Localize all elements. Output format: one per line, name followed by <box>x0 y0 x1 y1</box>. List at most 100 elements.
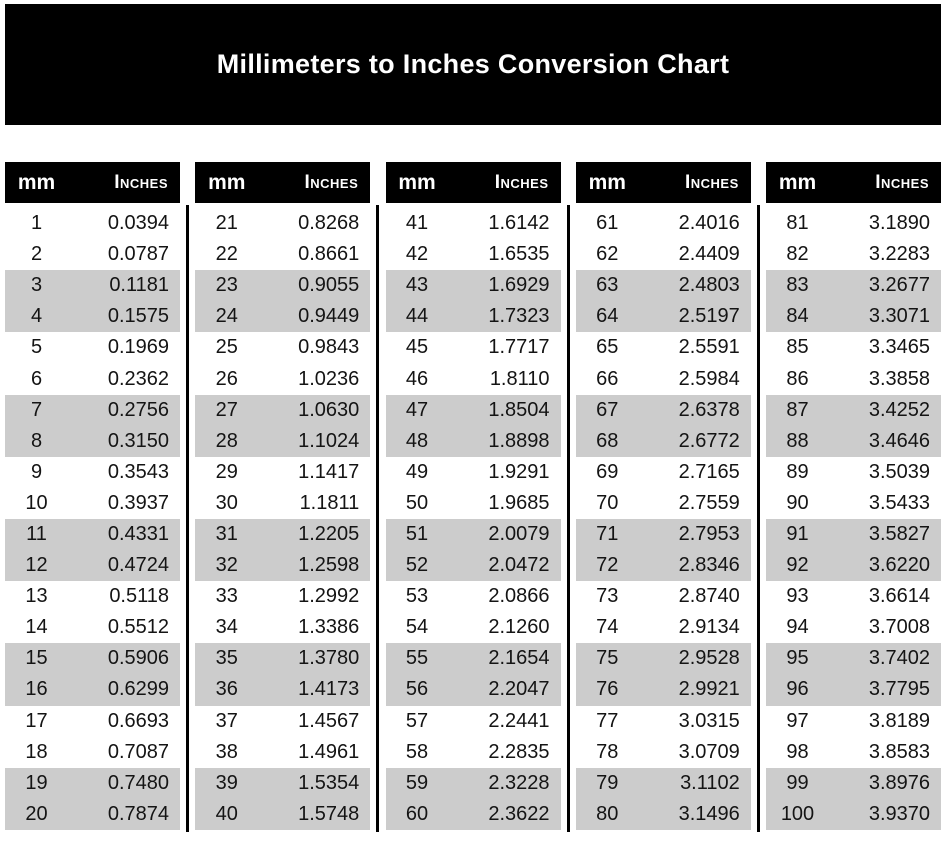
mm-value: 41 <box>405 212 429 235</box>
mm-value: 42 <box>405 243 429 266</box>
inches-value: 0.1181 <box>109 274 169 297</box>
mm-value: 36 <box>215 678 238 701</box>
mm-value: 45 <box>405 336 429 359</box>
inches-value: 0.4724 <box>107 554 169 577</box>
inches-value: 3.9370 <box>868 802 930 825</box>
mm-value: 16 <box>25 678 48 701</box>
inches-value: 2.6772 <box>678 429 740 452</box>
inches-value: 2.7559 <box>678 491 740 514</box>
table-row: 65 2.5591 <box>576 332 751 363</box>
table-row: 53 2.0866 <box>386 581 561 612</box>
mm-value: 38 <box>215 740 238 763</box>
table-row: 28 1.1024 <box>195 425 371 457</box>
mm-value: 21 <box>215 212 238 235</box>
vertical-divider <box>186 205 190 832</box>
inches-value: 0.7480 <box>107 771 169 794</box>
inches-value: 3.7008 <box>868 616 930 639</box>
inches-value: 2.5591 <box>678 336 740 359</box>
mm-column-header: mm <box>208 170 246 194</box>
mm-value: 63 <box>596 274 619 297</box>
inches-value: 3.3465 <box>868 336 930 359</box>
inches-value: 1.6142 <box>488 212 550 235</box>
inches-value: 3.1890 <box>868 212 930 235</box>
mm-value: 39 <box>215 771 238 794</box>
table-body: 81 3.1890 82 3.2283 83 3.2677 84 3.3071 85 3.3465… <box>766 208 941 830</box>
inches-value: 2.0472 <box>488 554 550 577</box>
mm-value: 87 <box>786 398 809 421</box>
table-row: 45 1.7717 <box>386 332 561 363</box>
table-row: 4 0.1575 <box>5 301 180 333</box>
inches-value: 0.7087 <box>107 740 169 763</box>
inches-value: 0.0787 <box>107 243 169 266</box>
mm-value: 35 <box>215 647 238 670</box>
table-row: 83 3.2677 <box>766 270 941 302</box>
inches-value: 1.6929 <box>488 274 550 297</box>
inches-value: 3.5827 <box>868 522 930 545</box>
table-row: 19 0.7480 <box>5 767 180 799</box>
inches-value: 1.0630 <box>298 398 360 421</box>
table-row: 94 3.7008 <box>766 612 941 643</box>
mm-value: 34 <box>215 616 238 639</box>
table-row: 63 2.4803 <box>575 270 751 302</box>
table-row: 82 3.2283 <box>766 239 941 270</box>
mm-value: 95 <box>786 647 809 670</box>
mm-value: 54 <box>405 616 429 639</box>
inches-value: 1.5354 <box>298 771 360 794</box>
inches-value: 0.3937 <box>107 491 169 514</box>
mm-value: 74 <box>596 616 619 639</box>
table-row: 68 2.6772 <box>575 425 751 457</box>
mm-column-header: mm <box>588 170 626 194</box>
inches-value: 1.2992 <box>298 585 360 608</box>
mm-value: 98 <box>786 740 809 763</box>
inches-value: 0.3150 <box>107 429 169 452</box>
mm-value: 48 <box>405 429 429 452</box>
mm-value: 81 <box>786 212 809 235</box>
inches-value: 0.9843 <box>298 336 360 359</box>
table-row: 32 1.2598 <box>195 550 371 582</box>
mm-value: 4 <box>30 305 43 328</box>
table-row: 27 1.0630 <box>195 394 371 426</box>
inches-value: 3.7795 <box>868 678 930 701</box>
mm-value: 100 <box>780 802 815 825</box>
mm-value: 84 <box>786 305 809 328</box>
table-header: mm Inches <box>385 162 561 203</box>
table-row: 56 2.2047 <box>385 674 561 706</box>
table-row: 44 1.7323 <box>385 301 561 333</box>
inches-value: 3.4646 <box>868 429 930 452</box>
inches-value: 3.4252 <box>868 398 930 421</box>
mm-column-header: mm <box>778 170 817 194</box>
table-row: 18 0.7087 <box>5 737 180 768</box>
table-header: mm Inches <box>5 162 180 203</box>
mm-value: 66 <box>596 367 619 390</box>
inches-value: 0.8661 <box>298 243 360 266</box>
table-row: 12 0.4724 <box>5 550 180 582</box>
inches-value: 0.2362 <box>107 367 169 390</box>
inches-value: 0.7874 <box>107 802 169 825</box>
inches-value: 1.4961 <box>298 740 360 763</box>
mm-value: 53 <box>405 585 429 608</box>
mm-value: 92 <box>786 554 809 577</box>
mm-value: 88 <box>786 429 809 452</box>
table-row: 25 0.9843 <box>195 332 370 363</box>
inches-value: 2.7953 <box>678 522 740 545</box>
table-row: 11 0.4331 <box>5 518 180 551</box>
inches-value: 1.4567 <box>298 709 360 732</box>
table-row: 1 0.0394 <box>5 208 180 239</box>
mm-value: 29 <box>215 460 238 483</box>
mm-value: 14 <box>25 616 48 639</box>
table-row: 15 0.5906 <box>5 643 180 675</box>
table-row: 34 1.3386 <box>195 612 370 643</box>
inches-value: 0.3543 <box>107 460 169 483</box>
mm-value: 22 <box>215 243 238 266</box>
mm-value: 68 <box>596 429 619 452</box>
inches-value: 2.1654 <box>488 647 550 670</box>
table-row: 30 1.1811 <box>195 488 370 519</box>
table-row: 54 2.1260 <box>386 612 561 643</box>
inches-value: 1.3780 <box>298 647 360 670</box>
mm-value: 60 <box>405 802 429 825</box>
table-row: 90 3.5433 <box>766 488 941 519</box>
table-row: 99 3.8976 <box>766 767 941 799</box>
mm-value: 8 <box>30 429 43 452</box>
inches-value: 1.3386 <box>298 616 360 639</box>
inches-column-header: Inches <box>114 171 168 193</box>
